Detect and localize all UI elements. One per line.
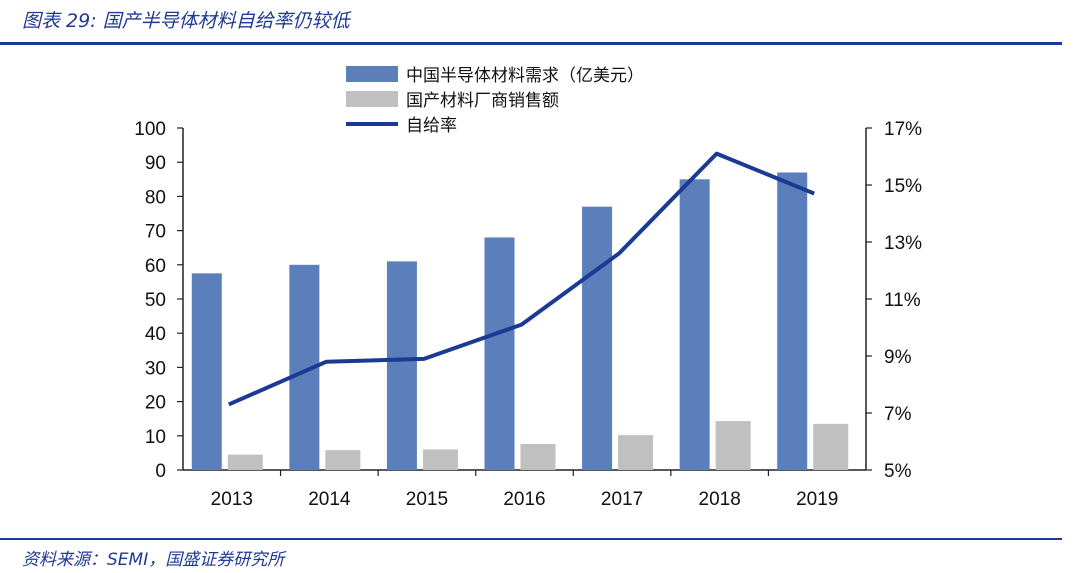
y-left-tick-label: 50: [145, 290, 166, 311]
y-right-tick-label: 15%: [884, 176, 922, 197]
y-right-tick-label: 7%: [884, 404, 912, 425]
ratio-line-layer: [227, 151, 815, 407]
demand-bar: [484, 237, 515, 470]
sales-bar: [715, 421, 751, 470]
y-left-tick-label: 20: [145, 393, 166, 414]
x-tick-label: 2016: [503, 489, 545, 510]
x-tick-label: 2017: [601, 489, 643, 510]
y-right-tick-label: 5%: [884, 461, 912, 482]
sales-bar: [520, 444, 556, 470]
y-left-tick-label: 10: [145, 427, 166, 448]
legend-demand-label: 中国半导体材料需求（亿美元）: [406, 66, 644, 86]
demand-bar: [679, 179, 710, 471]
y-left-tick-label: 30: [145, 358, 166, 379]
y-right-tick-label: 11%: [884, 290, 921, 311]
y-left-tick-label: 100: [134, 119, 166, 140]
sales-bar: [813, 423, 849, 470]
sales-bar: [227, 454, 263, 470]
y-right-tick-label: 9%: [884, 347, 912, 368]
y-right-tick-label: 13%: [884, 233, 922, 254]
demand-bar: [582, 206, 613, 470]
y-left-tick-label: 40: [145, 324, 166, 345]
demand-bar: [386, 261, 417, 470]
figure-title: 图表 29: 国产半导体材料自给率仍较低: [22, 10, 350, 32]
demand-bar: [191, 273, 222, 470]
legend-sales-label: 国产材料厂商销售额: [406, 91, 559, 111]
x-tick-label: 2013: [211, 489, 253, 510]
title-divider: [0, 42, 1062, 45]
x-tick-label: 2018: [699, 489, 741, 510]
x-tick-label: 2014: [308, 489, 351, 510]
legend-sales-swatch: [346, 91, 398, 107]
y-left-tick-label: 70: [145, 222, 166, 243]
y-right-tick-label: 17%: [884, 119, 922, 140]
y-left-tick-label: 60: [145, 256, 166, 277]
y-left-tick-label: 90: [145, 153, 166, 174]
demand-bar: [777, 172, 808, 470]
x-tick-label: 2019: [796, 489, 838, 510]
source-divider: [0, 538, 1062, 540]
y-left-tick-label: 80: [145, 187, 166, 208]
sales-bar: [422, 449, 458, 470]
x-tick-label: 2015: [406, 489, 448, 510]
bars: [191, 172, 849, 471]
legend-demand-swatch: [346, 66, 398, 82]
legend-ratio-label: 自给率: [406, 116, 457, 136]
ratio-line: [227, 151, 815, 407]
axes: [177, 127, 872, 476]
tick-labels: 0 10 20 30 40 50 60 70 80 90 100 5% 7% 9% 11% 13% 15% 17%…: [134, 119, 922, 510]
source-note: 资料来源：SEMI，国盛证券研究所: [22, 550, 285, 570]
sales-bar: [325, 450, 361, 470]
y-left-tick-label: 0: [155, 461, 166, 482]
sales-bar: [618, 435, 654, 470]
